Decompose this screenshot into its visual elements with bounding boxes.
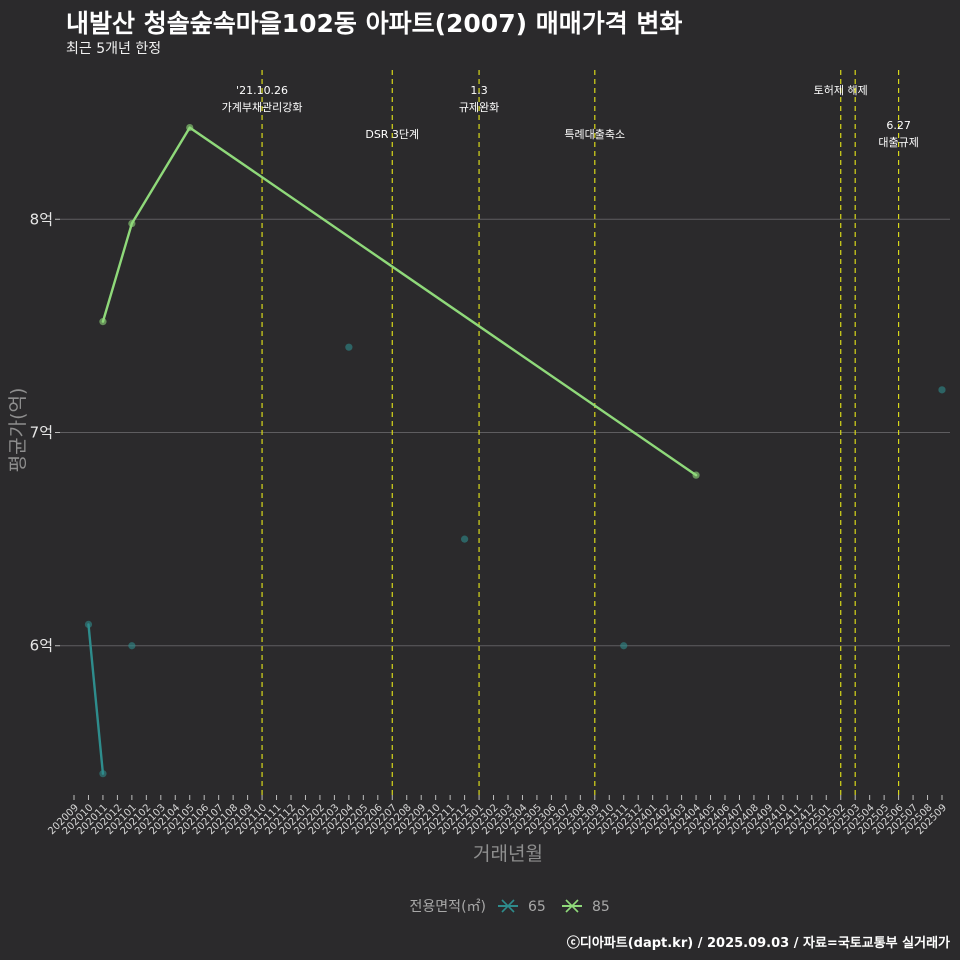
event-label: 1.3 <box>470 84 488 97</box>
series-65-point <box>128 642 136 650</box>
y-tick-label: 8억 <box>30 210 53 228</box>
series-85-point <box>692 471 700 479</box>
event-label: DSR 3단계 <box>365 128 419 141</box>
series-65-point <box>84 620 93 629</box>
axis-layer: 6억7억8억2020092020102020112020122021012021… <box>30 210 949 837</box>
legend-key-85 <box>565 899 579 913</box>
legend-key-65 <box>501 899 515 913</box>
source-caption: ⓒ디아파트(dapt.kr) / 2025.09.03 / 자료=국토교통부 실… <box>566 936 950 951</box>
event-label: 가계부채관리강화 <box>222 101 303 114</box>
legend: 전용면적(㎡) 65 85 <box>410 899 610 915</box>
event-label: 토허제 해제 <box>814 83 868 97</box>
series-65-point <box>99 770 107 778</box>
series-65-point <box>345 343 353 351</box>
series-85-point <box>99 318 107 326</box>
y-axis-title: 평균가(억) <box>7 388 29 473</box>
series-65-point <box>461 535 469 543</box>
event-label: 규제완화 <box>459 101 499 114</box>
series-65-line <box>87 623 105 775</box>
series-65-point <box>620 642 628 650</box>
event-label: 6.27 <box>886 119 911 132</box>
series-85-point <box>186 123 194 132</box>
series-85-line <box>101 126 698 477</box>
y-tick-label: 6억 <box>30 637 53 655</box>
x-axis-title: 거래년월 <box>473 843 543 865</box>
series-85-point <box>128 219 136 228</box>
chart-title: 내발산 청솔숲속마을102동 아파트(2007) 매매가격 변화 <box>66 9 683 38</box>
y-tick-label: 7억 <box>30 424 53 442</box>
legend-label-65: 65 <box>528 899 546 915</box>
event-label: 특례대출축소 <box>564 128 625 141</box>
event-label: 대출규제 <box>878 136 918 149</box>
chart-subtitle: 최근 5개년 한정 <box>66 41 162 57</box>
series-layer <box>84 123 946 778</box>
grid-layer <box>60 218 950 647</box>
series-65-point <box>938 386 946 394</box>
legend-label-85: 85 <box>592 899 610 915</box>
legend-items: 65 85 <box>498 899 610 915</box>
event-label: '21.10.26 <box>236 84 288 97</box>
legend-title: 전용면적(㎡) <box>410 899 486 915</box>
